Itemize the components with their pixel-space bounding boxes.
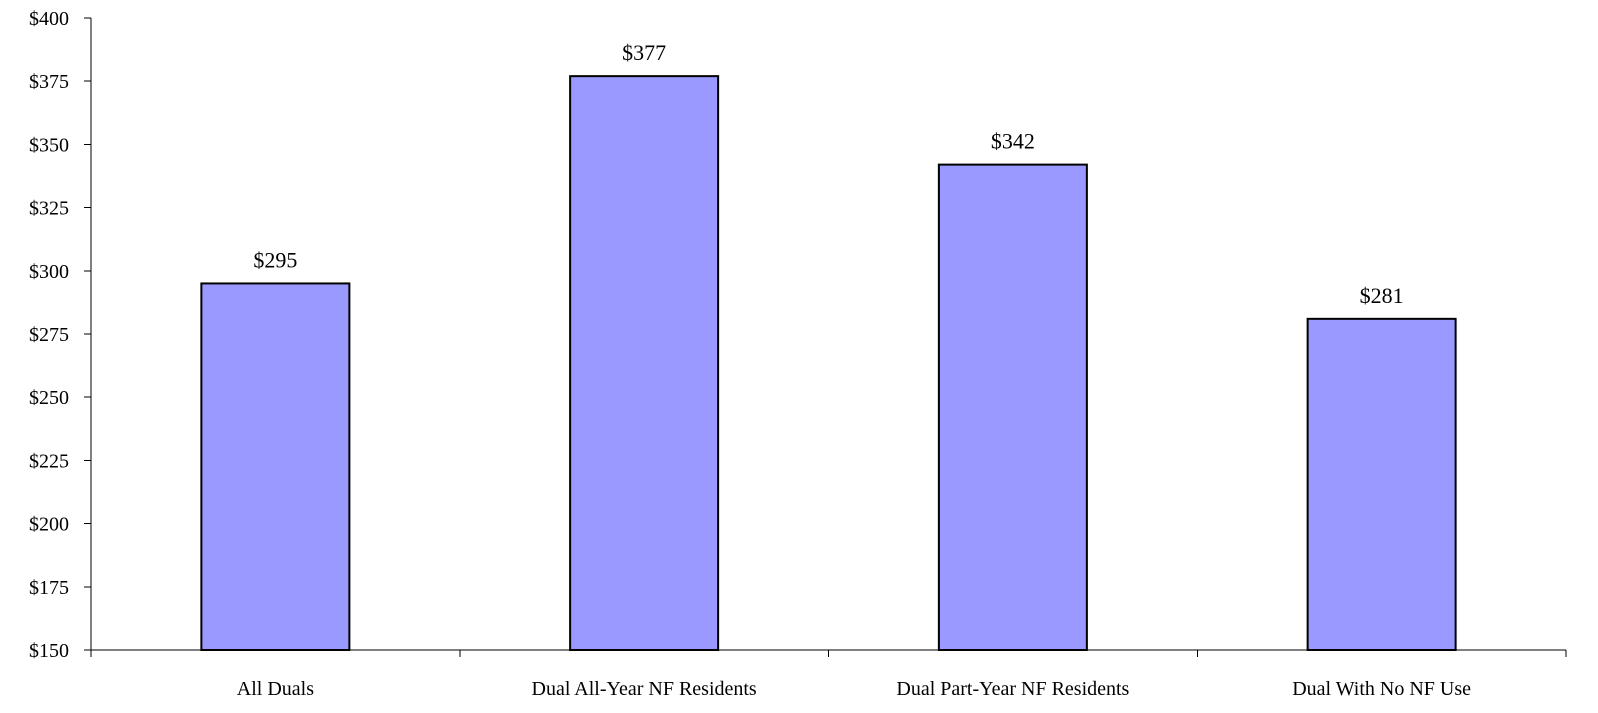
bar xyxy=(1306,317,1457,651)
bar-value-label: $377 xyxy=(622,40,666,65)
bar xyxy=(200,282,351,651)
category-label: Dual Part-Year NF Residents xyxy=(896,678,1129,700)
y-tick-label: $400 xyxy=(29,8,69,30)
bar-value-label: $281 xyxy=(1360,283,1404,308)
y-tick-label: $375 xyxy=(29,71,69,93)
category-label: Dual With No NF Use xyxy=(1292,678,1471,700)
bar-value-label: $342 xyxy=(991,129,1035,154)
y-tick-label: $325 xyxy=(29,198,69,220)
y-tick-label: $175 xyxy=(29,577,69,599)
y-tick-label: $275 xyxy=(29,324,69,346)
bar xyxy=(937,163,1088,651)
category-label: Dual All-Year NF Residents xyxy=(532,678,757,700)
x-axis-ticks xyxy=(90,650,1567,657)
bar-value-label: $295 xyxy=(253,247,297,272)
category-label: All Duals xyxy=(237,678,314,700)
bars-group xyxy=(200,75,1457,652)
y-axis-ticks: $150 $175 $200 $225 $250 $275 $300 $325 $350 $375… xyxy=(29,8,91,662)
y-tick-label: $225 xyxy=(29,450,69,472)
y-tick-label: $150 xyxy=(29,640,69,662)
y-tick-label: $350 xyxy=(29,134,69,156)
bar xyxy=(569,75,720,652)
data-labels-group: $295 $377 $342 $281 xyxy=(253,40,1403,308)
y-tick-label: $300 xyxy=(29,261,69,283)
y-tick-label: $250 xyxy=(29,387,69,409)
category-labels-group: All Duals Dual All-Year NF Residents Dual … xyxy=(237,678,1471,700)
y-tick-label: $200 xyxy=(29,514,69,536)
